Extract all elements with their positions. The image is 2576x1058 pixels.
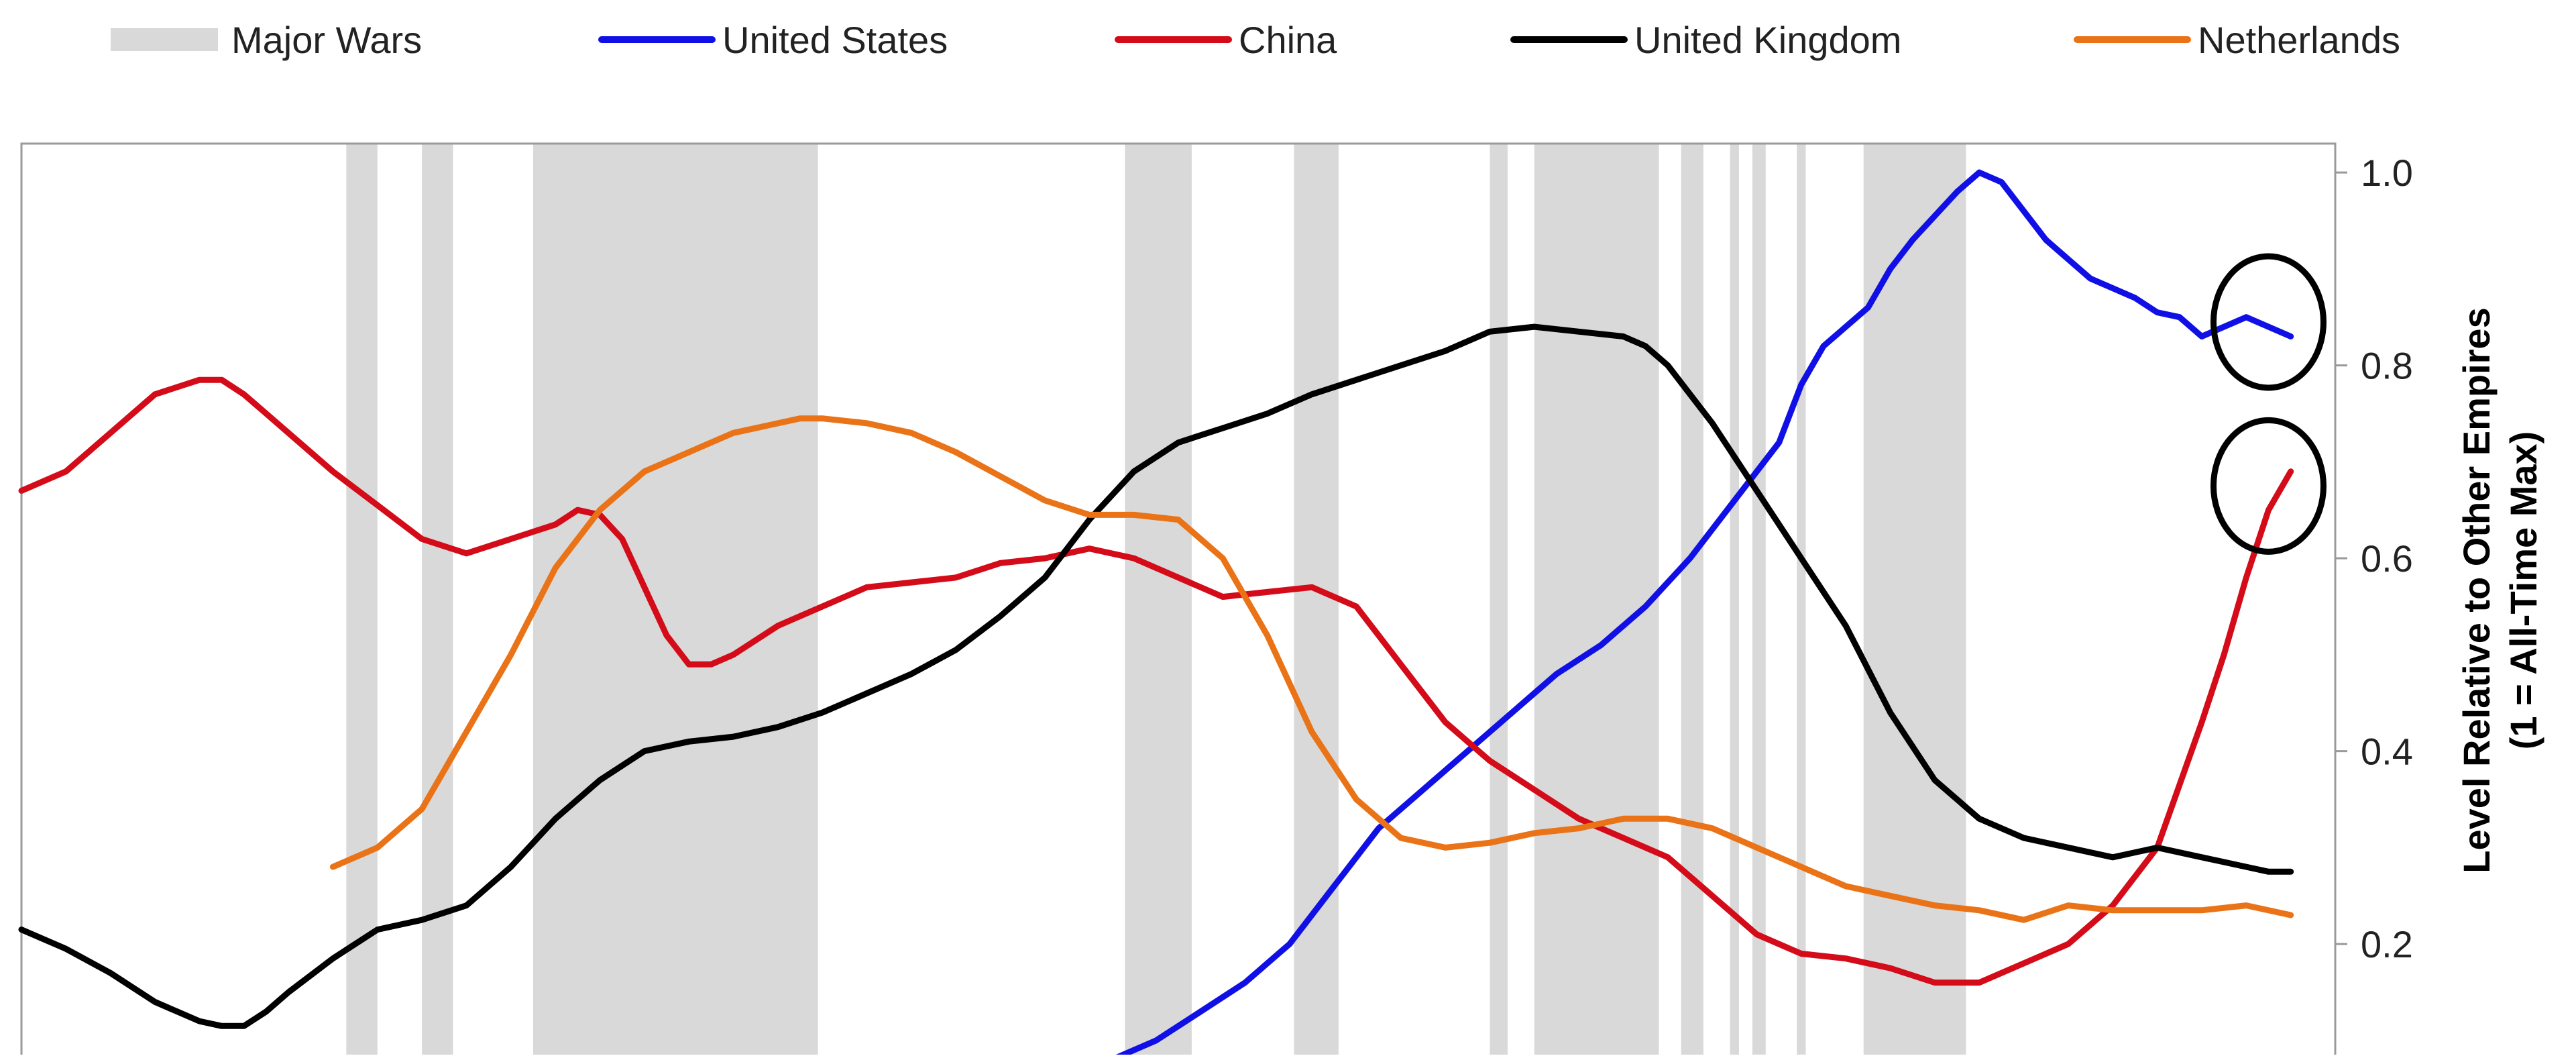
war-band — [1863, 144, 1966, 1058]
war-band — [346, 144, 378, 1058]
highlight-circle — [2210, 417, 2327, 555]
series-line-china — [18, 376, 2294, 986]
series-line-united-kingdom — [18, 323, 2294, 1029]
y-axis-label-line2: (1 = All-Time Max) — [2502, 431, 2544, 750]
series-lines — [18, 169, 2294, 1058]
war-band — [533, 144, 818, 1058]
highlight-circles — [2210, 253, 2327, 555]
war-band — [1125, 144, 1192, 1058]
wars-shading — [346, 144, 1966, 1058]
war-band — [422, 144, 453, 1058]
y-tick-label: 0.4 — [2361, 731, 2413, 773]
y-tick-label: 1.0 — [2361, 152, 2413, 194]
legend-label: China — [1239, 19, 1337, 61]
legend-label: United Kingdom — [1634, 19, 1901, 61]
y-axis: 0.2 0.4 0.6 0.8 1.0 — [2334, 144, 2413, 1058]
legend-label: United States — [722, 19, 948, 61]
series-line-netherlands — [329, 415, 2294, 923]
y-tick-label: 0.2 — [2361, 923, 2413, 965]
war-band — [1752, 144, 1766, 1058]
y-tick-label: 0.6 — [2361, 537, 2413, 580]
y-tick-label: 0.8 — [2361, 345, 2413, 387]
legend-label: Netherlands — [2198, 19, 2400, 61]
war-band — [1490, 144, 1508, 1058]
highlight-circle — [2210, 253, 2327, 391]
legend-swatch-major-wars — [111, 28, 218, 51]
war-band — [1797, 144, 1806, 1058]
legend: Major Wars United States China United Kingd… — [111, 19, 2400, 61]
war-band — [1681, 144, 1703, 1058]
war-band — [1730, 144, 1739, 1058]
series-line-united-states — [1108, 169, 2294, 1058]
war-band — [1534, 144, 1659, 1058]
legend-label: Major Wars — [231, 19, 422, 61]
y-axis-label: Level Relative to Other Empires — [2455, 307, 2498, 873]
